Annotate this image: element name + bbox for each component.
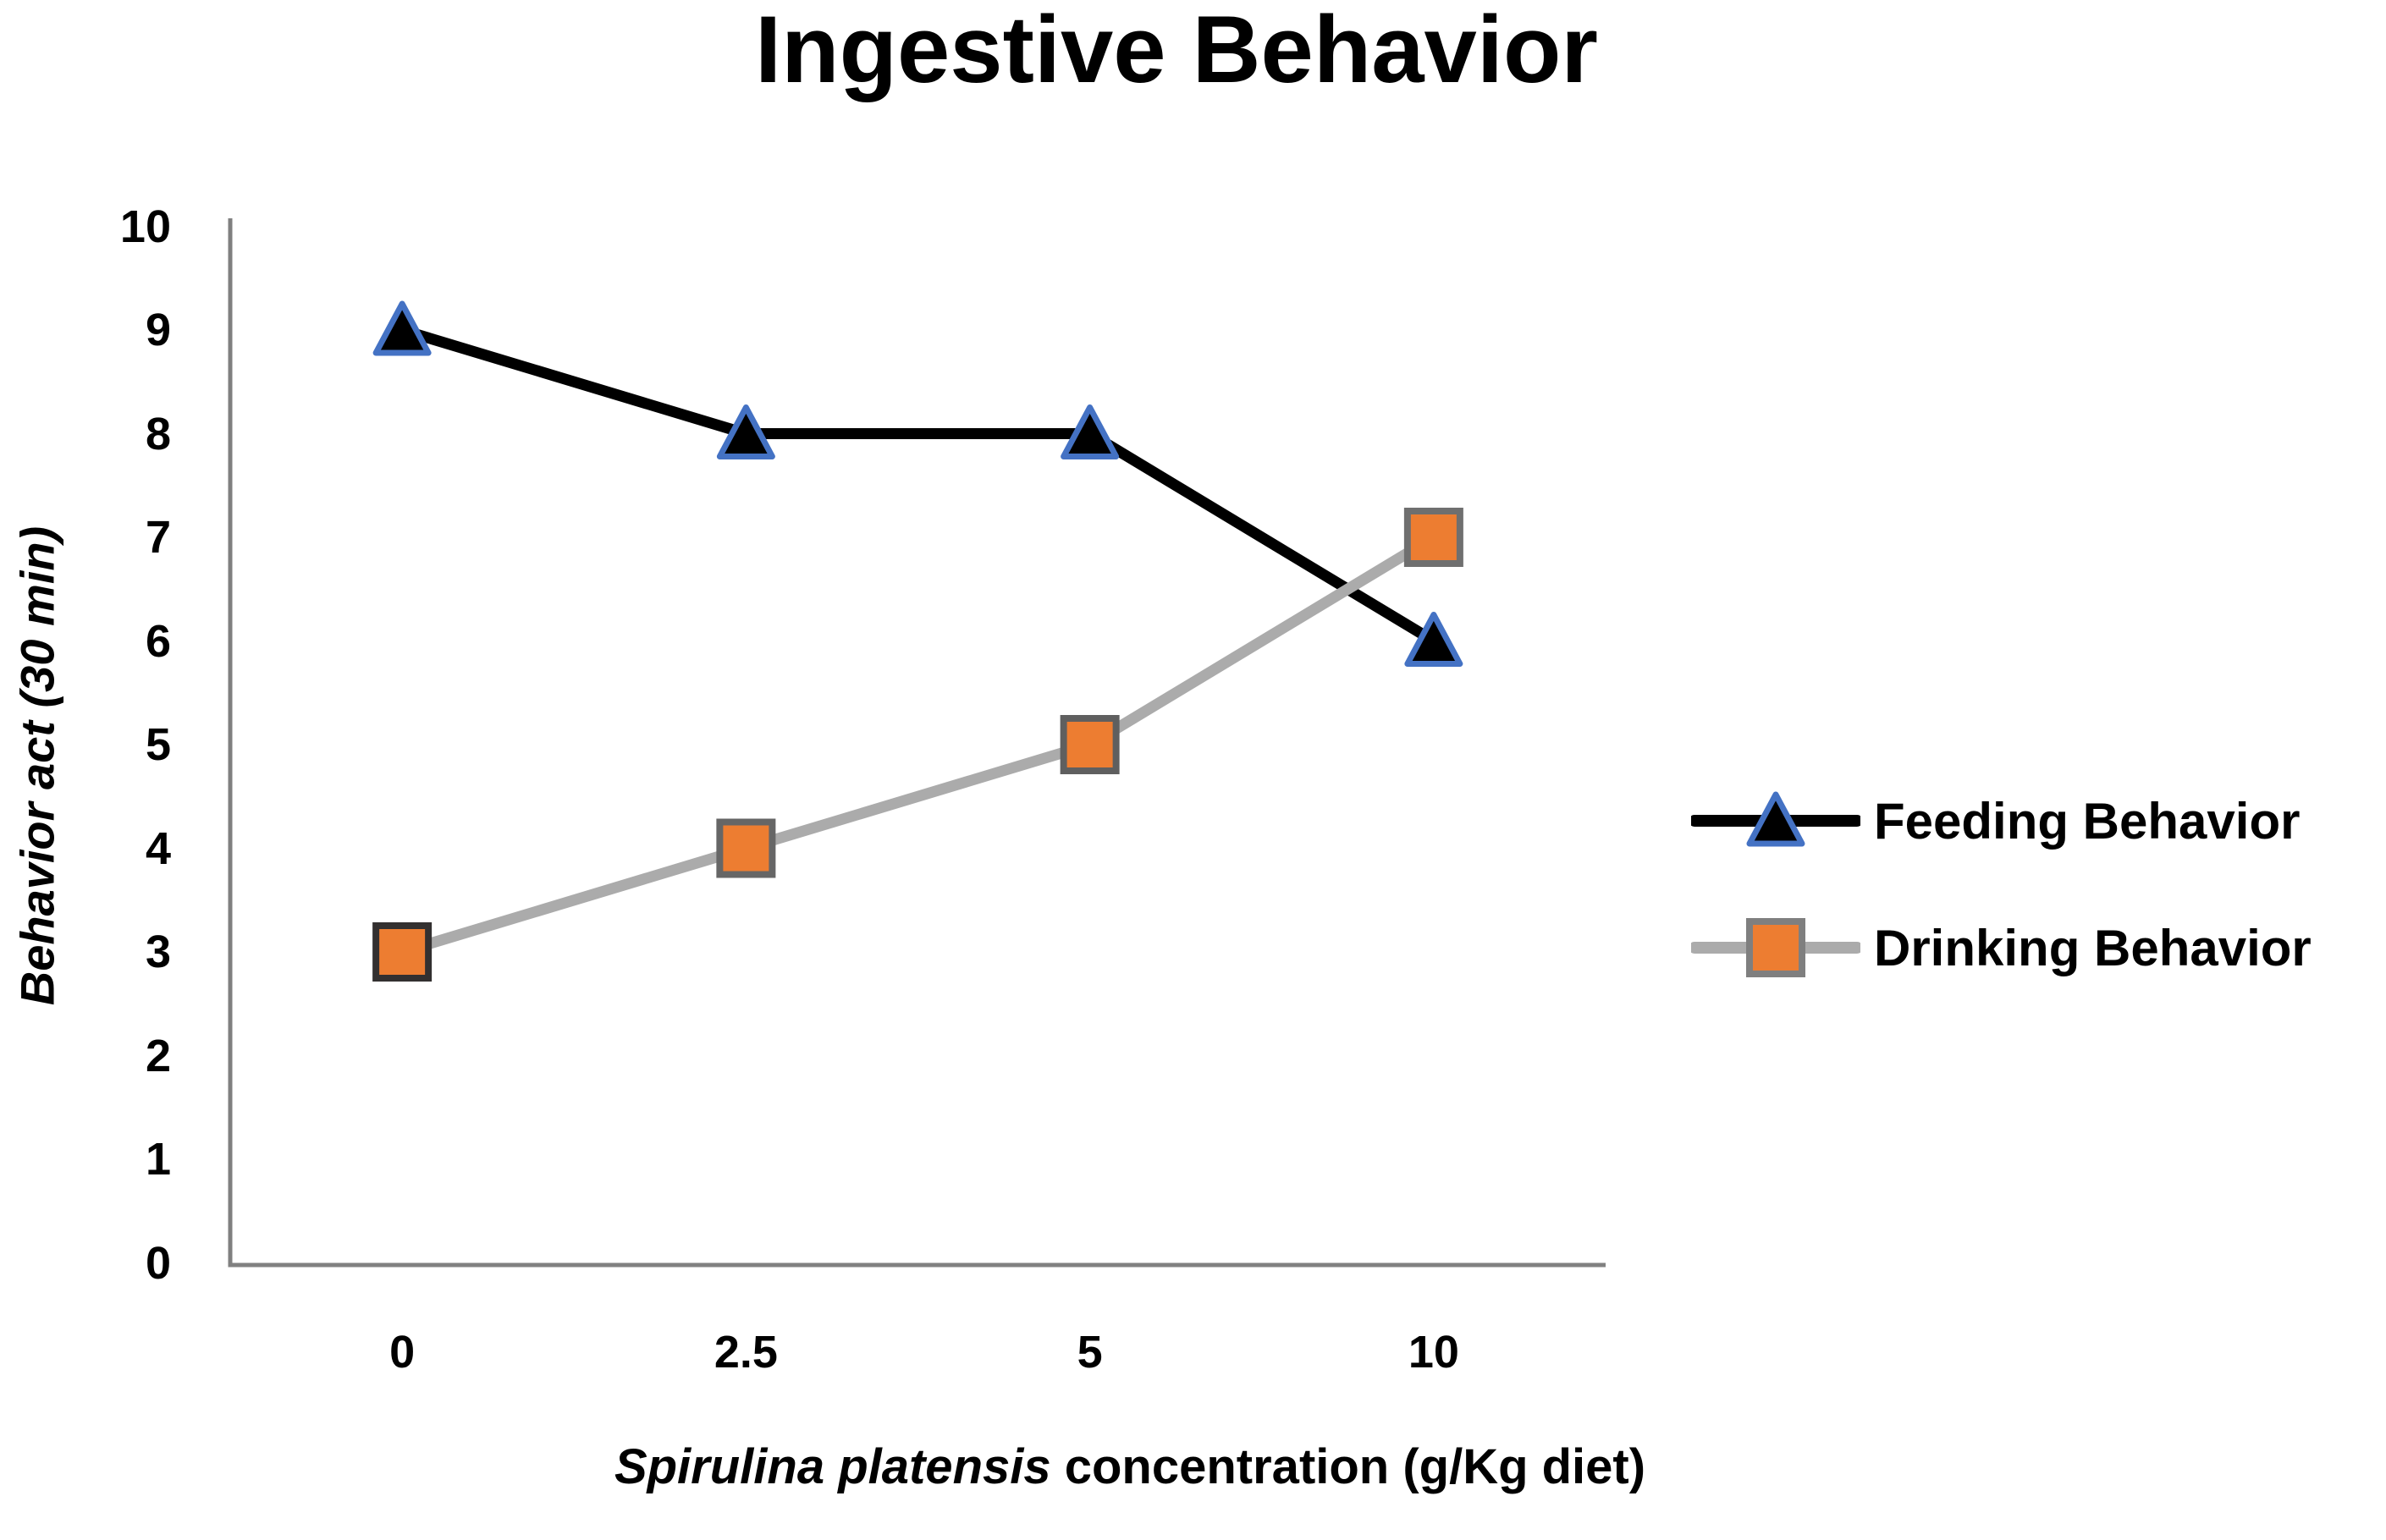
legend-triangle-marker-icon — [1746, 791, 1805, 847]
x-axis-title-rest: concentration (g/Kg diet) — [1050, 1439, 1646, 1494]
x-tick-label: 5 — [1077, 1327, 1103, 1378]
feeding-marker — [1061, 404, 1120, 459]
x-axis-title: Spirulina platensis concentration (g/Kg … — [614, 1438, 1645, 1495]
axis-lines — [228, 218, 1606, 1268]
legend-label-drinking: Drinking Behavior — [1874, 919, 2312, 976]
drinking-marker — [716, 818, 776, 878]
y-tick-label: 4 — [145, 822, 171, 874]
y-tick-label: 5 — [145, 719, 171, 770]
drinking-behavior-line — [396, 531, 1440, 958]
chart-title: Ingestive Behavior — [755, 0, 1598, 102]
y-tick-label: 9 — [145, 305, 171, 355]
y-tick-label: 6 — [145, 615, 171, 667]
feeding-marker — [1404, 612, 1463, 667]
y-tick-label: 10 — [119, 201, 171, 252]
y-tick-label: 0 — [145, 1237, 171, 1289]
y-tick-label: 1 — [145, 1134, 171, 1185]
legend-item-drinking: Drinking Behavior — [1691, 909, 2312, 987]
drinking-line-marker-icon — [1691, 909, 1860, 987]
feeding-marker — [716, 404, 775, 459]
y-tick-label: 8 — [145, 408, 171, 459]
feeding-line-marker-icon — [1691, 782, 1860, 860]
y-tick-label: 2 — [145, 1030, 171, 1081]
x-tick-label: 10 — [1408, 1327, 1459, 1378]
y-tick-label: 7 — [145, 512, 171, 563]
feeding-marker — [372, 300, 432, 356]
feeding-behavior-line — [396, 324, 1440, 646]
drinking-marker — [372, 922, 433, 982]
x-tick-label: 0 — [389, 1327, 416, 1378]
x-axis-title-species: Spirulina platensis — [614, 1439, 1051, 1494]
legend-item-feeding: Feeding Behavior — [1691, 782, 2300, 860]
drinking-marker — [1060, 715, 1120, 774]
legend-label-feeding: Feeding Behavior — [1874, 792, 2301, 850]
x-tick-label: 2.5 — [714, 1327, 778, 1378]
legend-square-marker-icon — [1746, 918, 1805, 977]
y-tick-label: 3 — [145, 927, 171, 977]
drinking-marker — [1403, 508, 1463, 567]
